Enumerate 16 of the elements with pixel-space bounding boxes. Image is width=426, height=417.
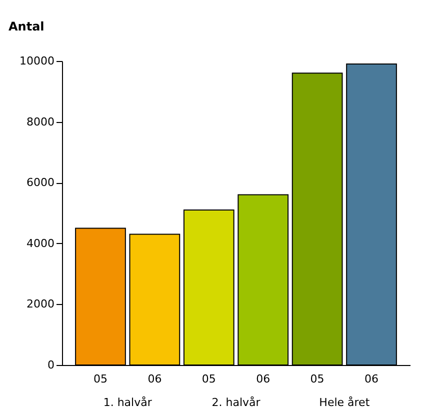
y-tick-label: 6000	[26, 176, 54, 190]
y-tick-label: 0	[48, 358, 54, 372]
x-tick-label: 05	[202, 372, 216, 386]
x-tick-label: 06	[256, 372, 270, 386]
y-tick-label: 10000	[20, 54, 54, 68]
x-tick-label: 05	[93, 372, 108, 386]
y-tick-label: 2000	[26, 298, 54, 311]
text: Hele året	[319, 396, 370, 409]
text: 1. halvår	[103, 396, 152, 409]
y-axis-title: Antal	[8, 20, 44, 34]
x-tick-label: 06	[364, 372, 379, 386]
x-tick-label: 05	[310, 372, 324, 386]
text: 2. halvår	[212, 396, 261, 409]
y-tick-label: 8000	[26, 115, 54, 128]
x-tick-label: 06	[148, 372, 162, 386]
y-tick-label: 4000	[26, 236, 54, 250]
